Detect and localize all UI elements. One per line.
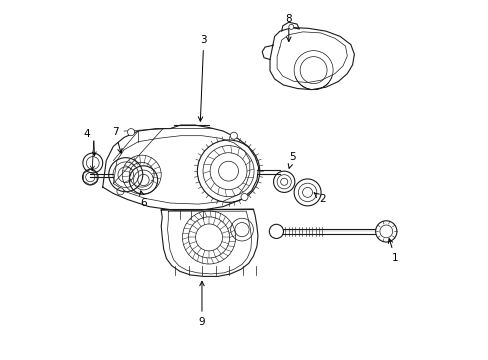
Text: 5: 5 xyxy=(287,152,295,168)
Circle shape xyxy=(269,224,283,238)
Circle shape xyxy=(117,188,124,195)
Circle shape xyxy=(288,24,293,30)
Circle shape xyxy=(375,221,396,242)
Polygon shape xyxy=(102,125,258,210)
Polygon shape xyxy=(167,211,251,274)
Circle shape xyxy=(230,132,237,139)
Text: 9: 9 xyxy=(198,281,205,327)
Polygon shape xyxy=(281,22,299,31)
Polygon shape xyxy=(269,28,354,90)
Text: 7: 7 xyxy=(112,127,122,153)
Text: 4: 4 xyxy=(83,129,90,139)
Text: 8: 8 xyxy=(285,14,291,41)
Text: 3: 3 xyxy=(198,35,206,121)
Polygon shape xyxy=(262,45,272,59)
Polygon shape xyxy=(161,209,258,276)
Text: 1: 1 xyxy=(387,239,398,263)
Text: 2: 2 xyxy=(313,193,325,204)
Circle shape xyxy=(241,193,247,201)
Polygon shape xyxy=(113,136,249,204)
Circle shape xyxy=(127,129,134,136)
Text: 6: 6 xyxy=(139,191,146,208)
